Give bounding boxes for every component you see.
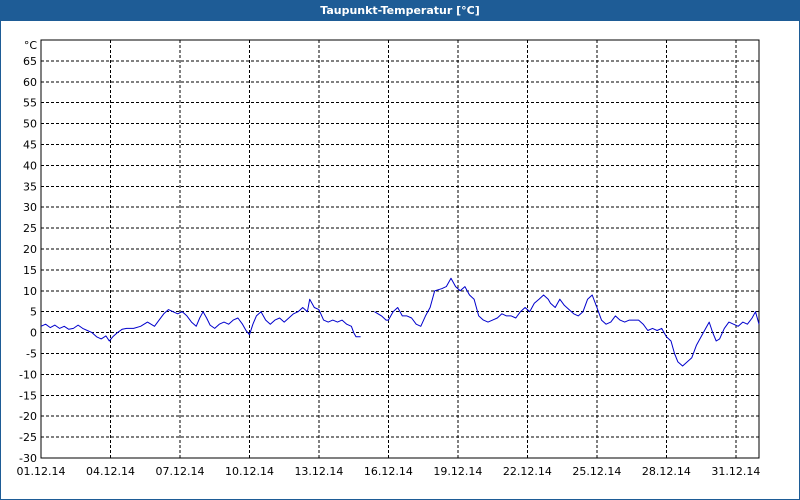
x-tick-label: 04.12.14 xyxy=(86,465,135,478)
x-tick-label: 07.12.14 xyxy=(155,465,204,478)
y-tick-label: 30 xyxy=(23,201,37,214)
y-tick-label: 15 xyxy=(23,264,37,277)
x-tick-label: 19.12.14 xyxy=(433,465,482,478)
y-tick-label: 20 xyxy=(23,243,37,256)
x-tick-label: 13.12.14 xyxy=(294,465,343,478)
series-line xyxy=(374,277,760,367)
y-tick-label: -10 xyxy=(19,368,37,381)
y-tick-label: 25 xyxy=(23,222,37,235)
y-axis-unit-label: °C xyxy=(24,39,38,52)
x-tick-label: 25.12.14 xyxy=(572,465,621,478)
y-tick-label: 55 xyxy=(23,97,37,110)
x-tick-label: 28.12.14 xyxy=(642,465,691,478)
x-tick-label: 10.12.14 xyxy=(225,465,274,478)
plot-border xyxy=(40,39,760,459)
y-tick-label: 10 xyxy=(23,285,37,298)
x-tick-label: 01.12.14 xyxy=(17,465,66,478)
x-tick-label: 22.12.14 xyxy=(503,465,552,478)
y-tick-label: 50 xyxy=(23,118,37,131)
y-tick-label: 40 xyxy=(23,159,37,172)
x-tick-label: 31.12.14 xyxy=(711,465,760,478)
x-tick-label: 16.12.14 xyxy=(364,465,413,478)
y-tick-label: 45 xyxy=(23,139,37,152)
y-tick-label: 5 xyxy=(30,306,37,319)
series-line xyxy=(40,298,361,342)
y-tick-label: 60 xyxy=(23,76,37,89)
y-tick-label: -25 xyxy=(19,431,37,444)
y-tick-label: -5 xyxy=(26,348,37,361)
y-tick-label: -20 xyxy=(19,410,37,423)
y-tick-label: 65 xyxy=(23,55,37,68)
chart-title: Taupunkt-Temperatur [°C] xyxy=(320,4,480,17)
y-tick-label: -30 xyxy=(19,452,37,465)
y-tick-label: 35 xyxy=(23,180,37,193)
y-tick-label: 0 xyxy=(30,327,37,340)
plot-area xyxy=(41,40,759,458)
y-tick-label: -15 xyxy=(19,389,37,402)
chart-title-bar: Taupunkt-Temperatur [°C] xyxy=(1,1,799,21)
